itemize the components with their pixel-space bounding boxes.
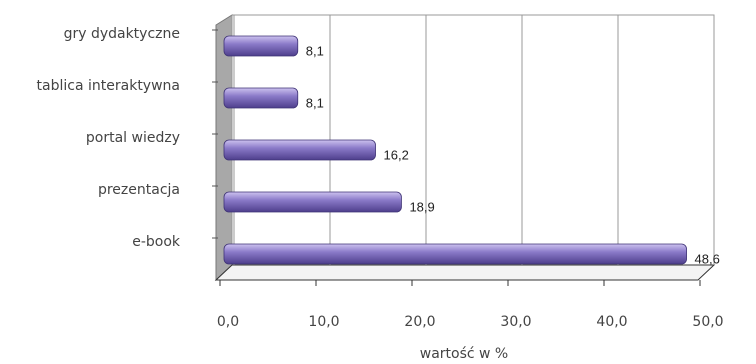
x-tick-label: 50,0 [692, 314, 723, 330]
y-tick-label: e-book [132, 234, 181, 250]
y-tick-label: prezentacja [98, 182, 180, 198]
bar [223, 139, 376, 161]
value-label: 8,1 [306, 95, 324, 110]
x-tick-label: 20,0 [404, 314, 435, 330]
bar [223, 87, 299, 109]
value-label: 48,6 [695, 251, 720, 266]
value-label: 8,1 [306, 43, 324, 58]
x-tick-label: 40,0 [596, 314, 627, 330]
x-tick-label: 0,0 [217, 314, 239, 330]
x-tick-label: 10,0 [308, 314, 339, 330]
x-tick-label: 30,0 [500, 314, 531, 330]
value-label: 18,9 [409, 199, 434, 214]
y-tick-label: portal wiedzy [86, 130, 180, 146]
floor [214, 264, 716, 281]
y-tick-label: tablica interaktywna [37, 78, 180, 94]
bar [223, 35, 299, 57]
bar [223, 243, 687, 265]
value-label: 16,2 [384, 147, 409, 162]
bar [223, 191, 402, 213]
x-axis-title: wartość w % [420, 346, 508, 362]
y-tick-label: gry dydaktyczne [64, 26, 180, 42]
